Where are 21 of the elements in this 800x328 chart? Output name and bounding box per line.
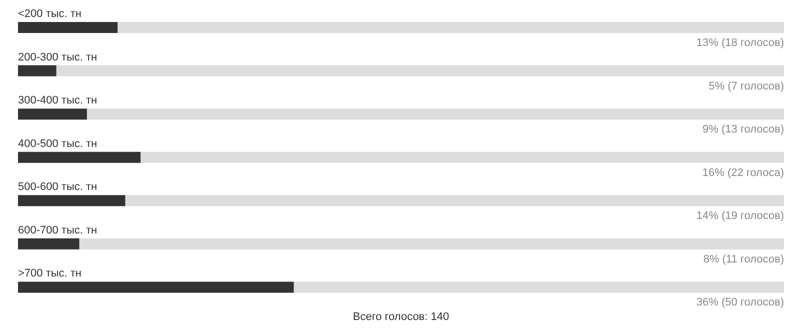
bar bbox=[18, 65, 56, 76]
data-label: 16% (22 голоса) bbox=[702, 166, 784, 179]
bar bbox=[18, 238, 80, 250]
data-label: 36% (50 голосов) bbox=[696, 296, 784, 309]
bar bbox=[18, 22, 118, 33]
data-label: 14% (19 голосов) bbox=[696, 210, 784, 222]
y-tick-label: 500-600 тыс. тн bbox=[18, 181, 98, 194]
data-label: 5% (7 голосов) bbox=[708, 80, 784, 92]
data-label: 9% (13 голосов) bbox=[702, 124, 784, 136]
y-tick-label: 400-500 тыс. тн bbox=[18, 138, 98, 150]
data-label: 13% (18 голосов) bbox=[696, 37, 784, 49]
y-tick-label: 300-400 тыс. тн bbox=[18, 94, 98, 107]
bar bbox=[18, 195, 126, 206]
y-tick-label: >700 тыс. тн bbox=[18, 268, 82, 280]
y-tick-label: <200 тыс. тн bbox=[18, 8, 82, 20]
bar bbox=[18, 152, 141, 163]
bar bbox=[18, 108, 87, 120]
data-label: 8% (11 голосов) bbox=[703, 253, 784, 266]
y-tick-label: 600-700 тыс. тн bbox=[18, 224, 98, 236]
y-tick-label: 200-300 тыс. тн bbox=[18, 51, 98, 64]
annotation: Всего голосов: 140 bbox=[352, 311, 450, 324]
